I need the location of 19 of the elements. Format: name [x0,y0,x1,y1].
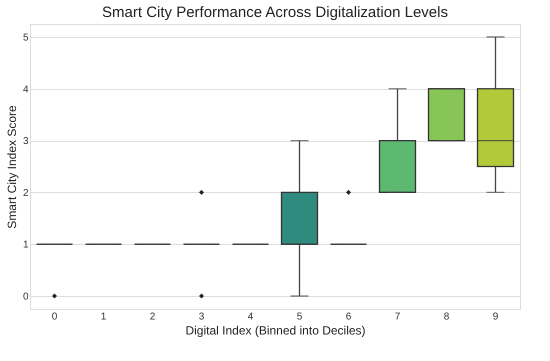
y-tick-label: 5 [22,32,29,44]
chart-title: Smart City Performance Across Digitalization Levels [102,4,448,21]
x-tick-label: 5 [296,312,303,322]
x-tick-label: 0 [52,312,58,322]
y-tick-label: 3 [22,136,29,148]
x-tick-label: 9 [492,312,499,322]
x-tick-label: 8 [444,312,450,322]
x-tick-label: 7 [394,312,401,322]
y-tick-label: 2 [22,188,29,199]
x-axis-title: Digital Index (Binned into Deciles) [185,324,366,338]
x-tick-label: 4 [248,312,254,322]
x-tick-label: 2 [150,312,156,322]
y-axis-title: Smart City Index Score [4,104,19,229]
x-tick-label: 1 [100,312,107,322]
y-tick-label: 1 [22,240,29,251]
y-tick-label: 4 [22,84,29,96]
x-tick-label: 3 [198,312,205,322]
y-tick-label: 0 [22,292,29,303]
x-tick-label: 6 [346,312,352,322]
